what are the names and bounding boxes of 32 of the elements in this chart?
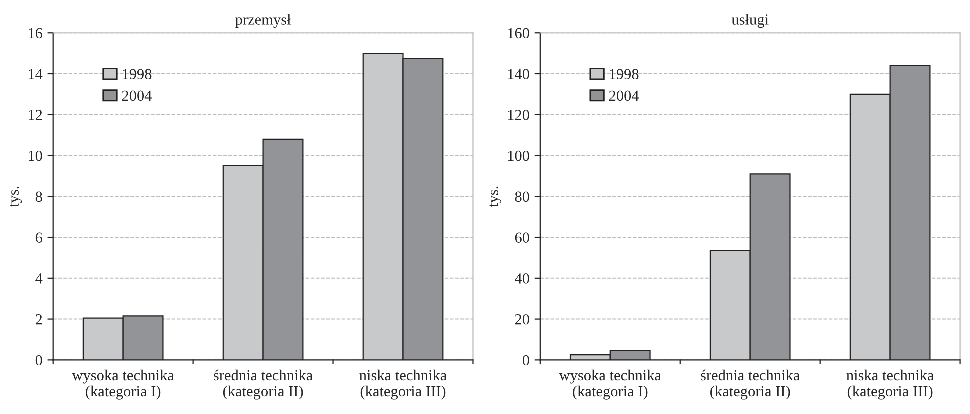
y-tick-label: 0 xyxy=(522,355,530,366)
x-tick-label: niska technika (kategoria III) xyxy=(846,370,934,400)
legend-label: 1998 xyxy=(610,69,639,80)
legend-label: 2004 xyxy=(122,90,152,102)
y-tick-label: 16 xyxy=(29,28,42,39)
y-axis-title: tys. xyxy=(10,186,22,208)
y-tick-label: 40 xyxy=(515,274,530,284)
legend-label: 2004 xyxy=(609,90,640,102)
x-tick-label: niska technika (kategoria III) xyxy=(360,370,447,400)
y-tick-label: 0 xyxy=(36,355,42,366)
x-tick-label: wysoka technika (kategoria I) xyxy=(559,370,662,400)
chart-title: przemysł xyxy=(236,14,292,28)
y-tick-label: 80 xyxy=(515,192,530,202)
y-tick-label: 2 xyxy=(36,314,42,325)
x-tick-label: średnia technika (kategoria II) xyxy=(214,370,313,400)
y-tick-label: 8 xyxy=(36,192,42,202)
y-tick-label: 160 xyxy=(508,28,530,39)
x-tick-label: średnia technika (kategoria II) xyxy=(701,370,800,400)
y-tick-label: 140 xyxy=(508,69,530,80)
chart-title: usługi xyxy=(732,14,769,28)
y-tick-label: 120 xyxy=(508,110,530,120)
y-tick-label: 10 xyxy=(29,150,42,162)
y-tick-label: 20 xyxy=(515,314,530,325)
y-tick-label: 60 xyxy=(515,232,530,243)
y-tick-label: 100 xyxy=(508,150,530,162)
x-tick-label: wysoka technika (kategoria I) xyxy=(72,370,174,400)
y-tick-label: 4 xyxy=(36,274,43,284)
y-axis-title: tys. xyxy=(490,186,502,208)
y-tick-label: 12 xyxy=(29,110,42,120)
y-tick-label: 14 xyxy=(29,69,43,80)
y-tick-label: 6 xyxy=(36,232,42,243)
legend-label: 1998 xyxy=(123,69,152,80)
